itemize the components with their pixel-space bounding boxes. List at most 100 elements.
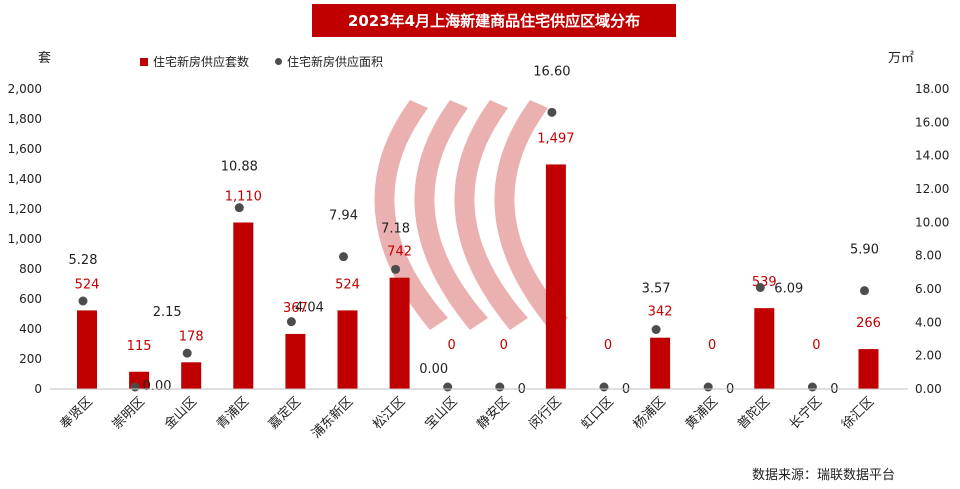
bar-value-label: 0 [500,338,508,353]
area-dot [703,382,713,392]
dot-value-label: 7.18 [381,221,410,236]
bar [545,164,566,389]
dot-value-label: 0.00 [143,379,172,394]
x-axis: 奉贤区 崇明区 金山区 青浦区 嘉定区 浦东新区 松江区 宝山区 静安区 闵行区 虹口区 杨浦区 黄浦区… [50,388,908,442]
left-tick-label: 1,000 [8,232,42,246]
area-dot [443,382,453,392]
area-dot [78,296,88,306]
bar [285,333,306,389]
right-tick-label: 0.00 [915,382,942,396]
bar-value-label: 1,497 [537,131,574,146]
bar [389,277,410,389]
bar [233,222,254,389]
left-tick-label: 2,000 [8,82,42,96]
right-tick-label: 2.00 [915,349,942,363]
bar-value-label: 0 [812,338,820,353]
category-label: 黄浦区 [683,394,721,432]
left-tick-label: 400 [19,322,42,336]
right-tick-label: 10.00 [915,215,949,229]
legend-label-units: 住宅新房供应套数 [153,55,250,69]
bar [858,349,879,389]
category-label: 长宁区 [786,394,825,433]
data-source: 数据来源：瑞联数据平台 [752,468,896,483]
right-axis-unit: 万㎡ [888,51,915,66]
dot-value-label: 10.88 [221,160,258,175]
dot-value-label: 6.09 [774,282,803,297]
dot-value-label: 0.00 [419,362,448,377]
area-dot [391,264,401,274]
dot-value-label: 16.60 [533,64,570,79]
legend-item-units: 住宅新房供应套数 [140,53,249,70]
bar [650,337,671,389]
bar-value-label: 0 [604,338,612,353]
left-tick-label: 0 [34,382,42,396]
right-tick-label: 16.00 [915,115,949,129]
category-label: 嘉定区 [266,394,304,432]
area-dot [807,382,817,392]
area-dot [755,283,765,292]
bar-value-label: 0 [708,338,716,353]
bar-value-label: 742 [387,245,412,260]
area-dot [599,382,609,392]
right-tick-label: 18.00 [915,82,949,96]
left-tick-label: 200 [19,352,42,366]
legend: 住宅新房供应套数 住宅新房供应面积 [140,53,383,70]
area-dot [547,107,557,117]
bar-value-label: 524 [335,277,360,292]
bar [77,310,97,389]
bar [181,362,202,389]
bar-value-label: 1,110 [225,190,262,205]
category-label: 奉贤区 [58,394,96,432]
legend-dot-swatch [275,58,283,65]
right-axis: 0.00 2.00 4.00 6.00 8.00 10.00 12.00 14.00 16.00… [915,82,949,396]
area-dot [182,348,192,358]
category-label: 宝山区 [422,394,460,432]
dot-value-label: 5.28 [69,253,98,268]
bar [337,310,358,389]
category-label: 闵行区 [527,394,565,432]
dot-series: 5.280.002.1510.884.047.947.180.00016.600… [69,64,879,397]
watermark-band [454,100,528,330]
left-tick-label: 800 [19,262,42,276]
right-tick-label: 12.00 [915,182,949,196]
category-label: 浦东新区 [308,394,356,442]
category-label: 松江区 [370,394,408,432]
bar-value-label: 342 [648,305,673,320]
bar-value-label: 266 [856,316,881,331]
left-tick-label: 1,200 [8,202,42,216]
right-tick-label: 4.00 [915,315,942,329]
bar-value-label: 367 [283,301,308,316]
left-tick-label: 600 [19,292,42,306]
category-label: 青浦区 [214,394,252,432]
category-label: 徐汇区 [839,394,877,432]
area-dot [286,317,296,327]
area-dot [234,203,244,213]
area-dot [495,382,505,392]
category-label: 普陀区 [734,394,773,433]
left-tick-label: 1,800 [8,112,42,126]
category-label: 杨浦区 [631,394,669,432]
right-tick-label: 8.00 [915,249,942,263]
bar [754,308,775,389]
watermark-band [414,100,488,330]
dot-value-label: 2.15 [153,305,182,320]
left-tick-label: 1,400 [8,172,42,186]
dot-value-label: 3.57 [642,282,671,297]
bar-value-label: 0 [448,338,456,353]
dot-value-label: 4.04 [295,301,324,316]
category-label: 静安区 [474,394,512,432]
area-dot [130,382,140,392]
legend-item-area: 住宅新房供应面积 [275,53,383,70]
bar-value-label: 115 [127,339,152,354]
dot-value-label: 7.94 [329,209,358,224]
left-axis-unit: 套 [38,51,52,66]
dot-value-label: 5.90 [850,243,879,258]
right-tick-label: 6.00 [915,282,942,296]
category-label: 虹口区 [579,394,617,432]
chart-title: 2023年4月上海新建商品住宅供应区域分布 [312,4,676,37]
area-dot [651,325,661,334]
category-label: 崇明区 [110,394,148,432]
category-label: 金山区 [161,394,200,433]
watermark-band [494,100,568,330]
